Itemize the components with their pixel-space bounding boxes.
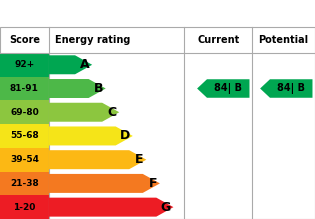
Polygon shape — [49, 79, 106, 98]
Polygon shape — [49, 55, 92, 74]
Text: A: A — [80, 58, 89, 71]
Bar — [0, 53, 49, 77]
Polygon shape — [49, 174, 160, 193]
Text: F: F — [149, 177, 157, 190]
Polygon shape — [197, 79, 249, 98]
Text: 81-91: 81-91 — [10, 84, 39, 93]
Polygon shape — [49, 103, 119, 122]
Text: Score: Score — [9, 35, 40, 45]
Text: 21-38: 21-38 — [10, 179, 39, 188]
Text: G: G — [161, 201, 171, 214]
Bar — [0, 171, 49, 195]
Text: Current: Current — [197, 35, 239, 45]
Text: 84| B: 84| B — [277, 83, 305, 94]
Text: C: C — [107, 106, 117, 119]
Polygon shape — [49, 126, 133, 145]
Text: Energy Efficiency Rating: Energy Efficiency Rating — [8, 7, 191, 20]
Polygon shape — [49, 150, 146, 169]
Text: Energy rating: Energy rating — [55, 35, 130, 45]
Text: E: E — [135, 153, 144, 166]
Text: 92+: 92+ — [14, 60, 35, 69]
Bar — [0, 77, 49, 100]
Text: Potential: Potential — [258, 35, 309, 45]
Text: 55-68: 55-68 — [10, 131, 39, 140]
Polygon shape — [49, 198, 174, 217]
Bar — [0, 195, 49, 219]
Text: 69-80: 69-80 — [10, 108, 39, 117]
Text: 84| B: 84| B — [214, 83, 242, 94]
Text: 1-20: 1-20 — [13, 203, 36, 212]
Bar — [0, 124, 49, 148]
Bar — [0, 148, 49, 171]
Polygon shape — [260, 79, 312, 98]
Bar — [0, 100, 49, 124]
Text: D: D — [120, 129, 130, 143]
Text: 39-54: 39-54 — [10, 155, 39, 164]
Text: B: B — [94, 82, 103, 95]
